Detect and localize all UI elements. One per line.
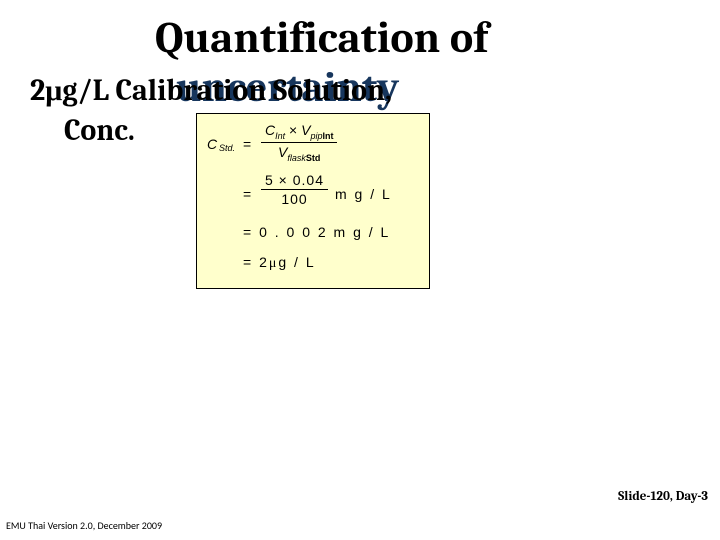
row4-pre: = 2	[243, 254, 269, 270]
row4-mu: μ	[269, 256, 279, 271]
num-sub-pip: pip	[310, 131, 322, 141]
slide-label: Slide-120, Day-3	[618, 489, 708, 504]
unit-mgL-1: m g / L	[335, 186, 392, 202]
eq-1: =	[243, 136, 251, 152]
title-line1: Quantification of	[155, 12, 488, 63]
row3-text: = 0 . 0 0 2 m g / L	[243, 224, 390, 240]
frac2-den: 100	[261, 190, 328, 207]
row4-post: g / L	[278, 254, 315, 270]
formula-row-4: = 2μg / L	[207, 248, 419, 278]
frac1-num: CInt × VpipInt	[261, 122, 337, 143]
row4-text: = 2μg / L	[243, 254, 316, 272]
frac2-num: 5 × 0.04	[261, 172, 328, 190]
formula-row-2: = 5 × 0.04 100 m g / L	[207, 172, 419, 218]
num-times: ×	[285, 122, 301, 138]
frac-1: CInt × VpipInt VflaskStd	[261, 122, 337, 163]
num-sub-int: Int	[275, 131, 285, 141]
body-rest: g/L Calibration Solution,	[62, 73, 392, 108]
den-V: V	[278, 144, 287, 160]
body-line2: Conc.	[64, 113, 135, 148]
den-sub-flask: flask	[287, 153, 306, 163]
formula-box: C Std. = CInt × VpipInt VflaskStd = 5 × …	[196, 113, 430, 289]
formula-row-3: = 0 . 0 0 2 m g / L	[207, 218, 419, 248]
num-sub-intbold: Int	[322, 131, 333, 141]
mu-symbol: μ	[45, 74, 62, 107]
formula-row-1: C Std. = CInt × VpipInt VflaskStd	[207, 122, 419, 168]
frac1-den: VflaskStd	[261, 143, 337, 163]
frac-2: 5 × 0.04 100	[261, 172, 328, 207]
slide: Quantification of uncertainty 2μg/L Cali…	[0, 0, 720, 540]
body-line1: 2μg/L Calibration Solution,	[30, 73, 392, 108]
eq-2: =	[243, 186, 251, 202]
footer-text: EMU Thai Version 2.0, December 2009	[6, 519, 162, 532]
body-prefix: 2	[30, 73, 45, 108]
num-C: C	[265, 122, 275, 138]
lhs-C: C	[207, 136, 217, 152]
lhs-sub-std: Std.	[219, 143, 235, 153]
den-sub-std: Std	[306, 153, 321, 163]
